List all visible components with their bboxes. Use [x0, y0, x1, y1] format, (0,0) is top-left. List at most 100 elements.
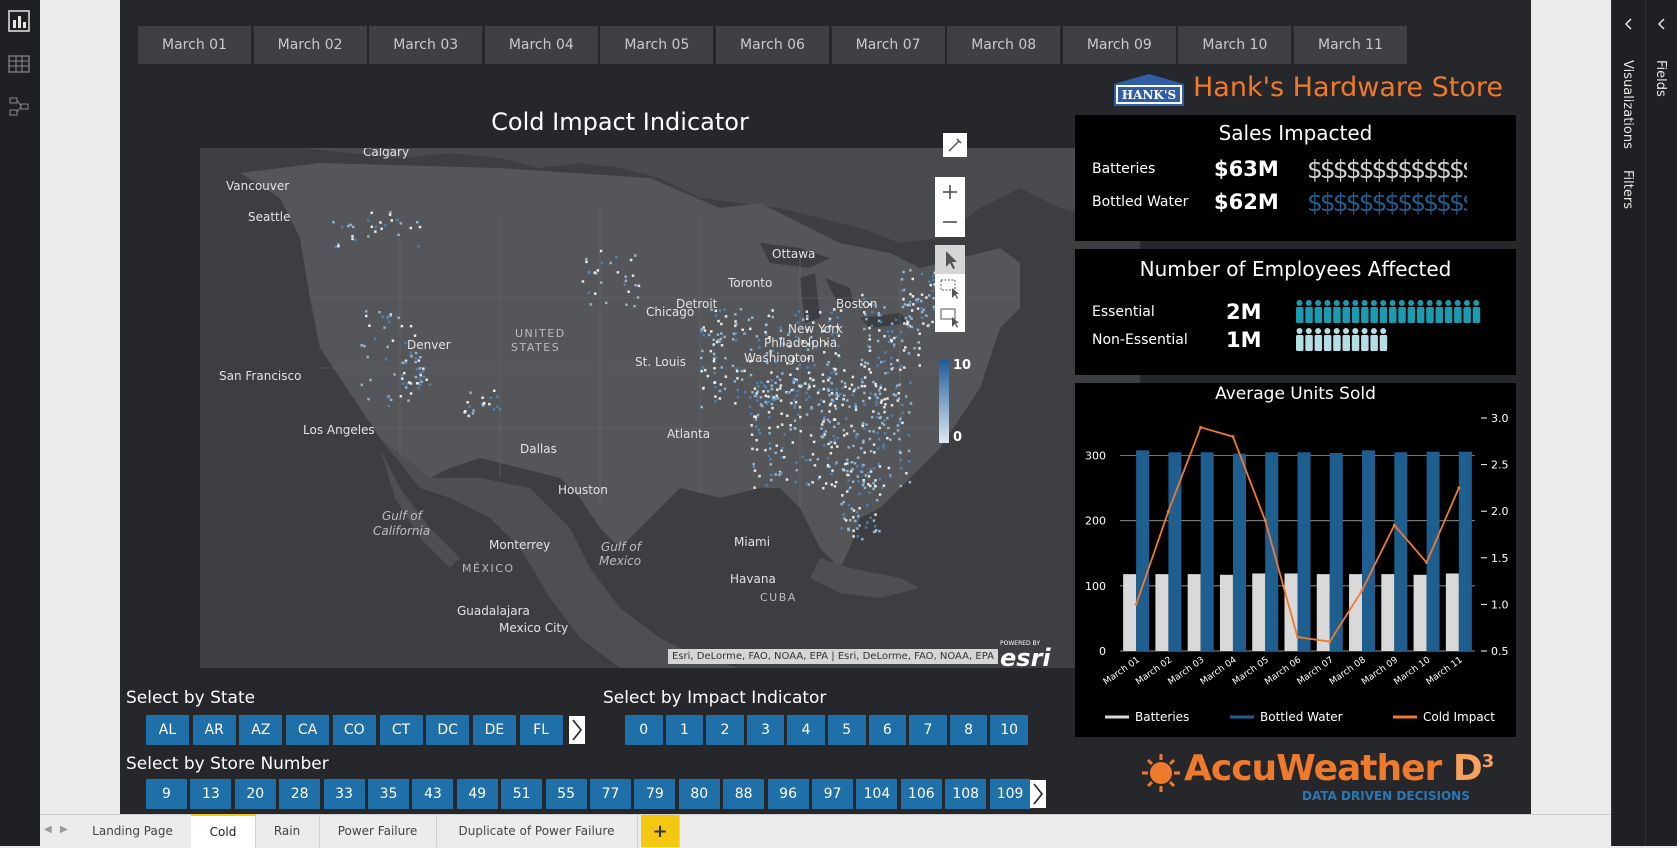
point-cold-impact[interactable] [1296, 635, 1299, 639]
impact-marker[interactable] [829, 452, 833, 455]
impact-marker[interactable] [826, 418, 830, 422]
impact-marker[interactable] [833, 485, 837, 488]
impact-marker[interactable] [883, 419, 887, 422]
bar-batteries[interactable] [1219, 574, 1233, 651]
impact-marker[interactable] [890, 414, 893, 417]
impact-marker[interactable] [585, 257, 588, 261]
impact-marker[interactable] [856, 535, 860, 538]
impact-marker[interactable] [812, 384, 816, 388]
bar-batteries[interactable] [1187, 574, 1201, 651]
impact-marker[interactable] [482, 402, 486, 405]
impact-marker[interactable] [425, 378, 429, 382]
legend-label[interactable]: Cold Impact [1423, 710, 1495, 724]
impact-marker[interactable] [881, 421, 884, 425]
impact-marker[interactable] [863, 361, 867, 364]
impact-marker[interactable] [834, 407, 838, 410]
fields-pane[interactable]: Fields [1645, 0, 1677, 846]
impact-marker[interactable] [750, 412, 753, 416]
impact-marker[interactable] [370, 225, 374, 229]
impact-marker[interactable] [897, 397, 901, 400]
impact-marker[interactable] [769, 463, 773, 466]
date-button[interactable]: March 10 [1178, 26, 1292, 64]
impact-marker[interactable] [851, 375, 855, 379]
impact-marker[interactable] [807, 357, 810, 360]
impact-marker[interactable] [902, 298, 905, 301]
impact-marker[interactable] [826, 387, 830, 390]
point-cold-impact[interactable] [1457, 486, 1461, 490]
impact-marker[interactable] [829, 440, 833, 444]
impact-marker[interactable] [843, 517, 846, 520]
impact-marker[interactable] [481, 396, 484, 400]
impact-marker[interactable] [869, 450, 873, 453]
impact-marker[interactable] [833, 425, 836, 429]
impact-marker[interactable] [828, 376, 832, 380]
impact-marker[interactable] [886, 436, 889, 440]
impact-marker[interactable] [389, 314, 392, 317]
impact-marker[interactable] [779, 326, 782, 329]
relationships-view-icon[interactable] [8, 95, 30, 117]
impact-marker[interactable] [806, 366, 809, 369]
impact-marker[interactable] [856, 527, 859, 530]
impact-marker[interactable] [928, 280, 931, 283]
impact-marker[interactable] [401, 361, 404, 365]
impact-marker[interactable] [634, 254, 637, 257]
impact-marker[interactable] [712, 360, 716, 363]
state-chip[interactable]: AL [146, 715, 189, 745]
impact-marker[interactable] [911, 277, 915, 281]
impact-marker[interactable] [717, 319, 720, 323]
impact-marker[interactable] [743, 369, 746, 373]
impact-marker[interactable] [868, 334, 871, 337]
impact-marker[interactable] [633, 304, 636, 308]
impact-marker[interactable] [809, 434, 813, 437]
impact-marker[interactable] [790, 401, 793, 405]
impact-marker[interactable] [463, 411, 466, 414]
impact-marker[interactable] [823, 444, 826, 447]
impact-marker[interactable] [419, 371, 422, 375]
impact-marker[interactable] [872, 519, 876, 522]
impact-marker[interactable] [734, 320, 737, 323]
impact-marker[interactable] [422, 375, 426, 379]
impact-marker[interactable] [700, 328, 703, 331]
impact-marker[interactable] [816, 391, 820, 395]
impact-marker[interactable] [845, 490, 849, 493]
impact-marker[interactable] [785, 391, 788, 394]
impact-marker[interactable] [778, 378, 782, 382]
impact-marker[interactable] [834, 352, 838, 355]
impact-marker[interactable] [471, 412, 475, 415]
impact-marker[interactable] [383, 326, 386, 329]
impact-marker[interactable] [890, 404, 894, 407]
impact-marker[interactable] [790, 388, 794, 392]
impact-marker[interactable] [764, 359, 767, 363]
impact-marker[interactable] [836, 316, 839, 319]
impact-marker[interactable] [631, 274, 635, 278]
impact-marker[interactable] [774, 360, 778, 364]
impact-marker[interactable] [798, 363, 802, 367]
impact-marker[interactable] [812, 440, 816, 444]
impact-marker[interactable] [369, 378, 372, 382]
impact-marker[interactable] [793, 419, 797, 423]
bar-bottled-water[interactable] [1362, 450, 1376, 651]
impact-marker[interactable] [805, 391, 808, 395]
impact-marker[interactable] [468, 405, 472, 408]
impact-marker[interactable] [771, 406, 774, 410]
impact-marker[interactable] [880, 399, 884, 402]
impact-marker[interactable] [587, 291, 591, 295]
impact-marker[interactable] [843, 434, 846, 437]
impact-marker[interactable] [713, 357, 716, 361]
impact-marker[interactable] [409, 324, 413, 328]
impact-marker[interactable] [415, 368, 419, 371]
impact-marker[interactable] [910, 309, 914, 312]
impact-marker[interactable] [835, 394, 839, 397]
impact-marker[interactable] [778, 387, 782, 390]
impact-marker[interactable] [796, 389, 799, 393]
impact-marker[interactable] [822, 380, 825, 383]
impact-marker[interactable] [811, 453, 815, 456]
impact-marker[interactable] [869, 516, 872, 520]
impact-marker[interactable] [764, 386, 768, 389]
impact-marker[interactable] [713, 371, 716, 375]
impact-marker[interactable] [489, 396, 493, 399]
impact-marker[interactable] [820, 423, 824, 426]
impact-marker[interactable] [918, 364, 922, 367]
page-tab[interactable]: Cold [191, 814, 256, 848]
